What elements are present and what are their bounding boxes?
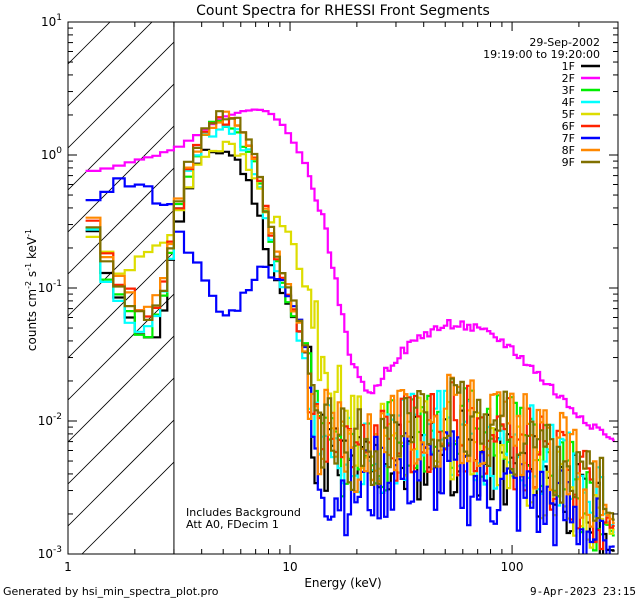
hatch-line [68, 293, 175, 401]
legend-label-3F: 3F [562, 84, 575, 97]
legend-label-9F: 9F [562, 156, 575, 169]
legend-label-6F: 6F [562, 120, 575, 133]
y-axis-label: counts cm-2 s-1 keV-1 [24, 229, 39, 351]
y-tick-label: 100 [41, 146, 62, 162]
x-tick-label: 100 [501, 560, 524, 574]
hatch-line [68, 22, 153, 107]
hatch-line [68, 377, 175, 485]
time-range-label: 19:19:00 to 19:20:00 [483, 48, 600, 61]
legend-label-7F: 7F [562, 132, 575, 145]
hatch-line [68, 22, 69, 23]
hatch-line [68, 335, 175, 443]
y-tick-label: 101 [41, 13, 62, 29]
series-line-2F [85, 108, 615, 442]
legend-label-4F: 4F [562, 96, 575, 109]
hatch-line [68, 22, 111, 65]
legend-label-8F: 8F [562, 144, 575, 157]
series-layer [85, 108, 615, 554]
legend-label-1F: 1F [562, 60, 575, 73]
y-tick-label: 10-2 [38, 412, 62, 428]
plot-frame [67, 21, 619, 555]
hatch-line [81, 461, 175, 554]
hatch-line [68, 83, 175, 191]
y-tick-label: 10-3 [38, 545, 62, 561]
hatch-line [68, 41, 175, 149]
excluded-region-hatch [68, 22, 175, 554]
hatch-line [68, 167, 175, 275]
legend-label-2F: 2F [562, 72, 575, 85]
footer-timestamp: 9-Apr-2023 23:15 [530, 585, 636, 598]
hatch-line [68, 209, 175, 317]
series-line-7F [85, 177, 615, 554]
hatch-line [68, 251, 175, 359]
hatch-line [68, 419, 175, 527]
legend-label-5F: 5F [562, 108, 575, 121]
series-line-9F [85, 110, 615, 522]
y-tick-label: 10-1 [38, 279, 62, 295]
generated-by: Generated by hsi_min_spectra_plot.pro [3, 585, 219, 598]
annotation-attenuator: Att A0, FDecim 1 [186, 518, 279, 531]
axis-ticks [67, 22, 619, 555]
axis-tick-labels: 1 10 100 10-3 10-2 10-1 100 101 [38, 13, 524, 574]
date-label: 29-Sep-2002 [529, 36, 600, 49]
chart-title: Count Spectra for RHESSI Front Segments [196, 3, 490, 19]
x-axis-label: Energy (keV) [304, 576, 381, 590]
x-tick-label: 1 [64, 560, 72, 574]
annotation-background: Includes Background [186, 506, 301, 519]
x-tick-label: 10 [282, 560, 297, 574]
